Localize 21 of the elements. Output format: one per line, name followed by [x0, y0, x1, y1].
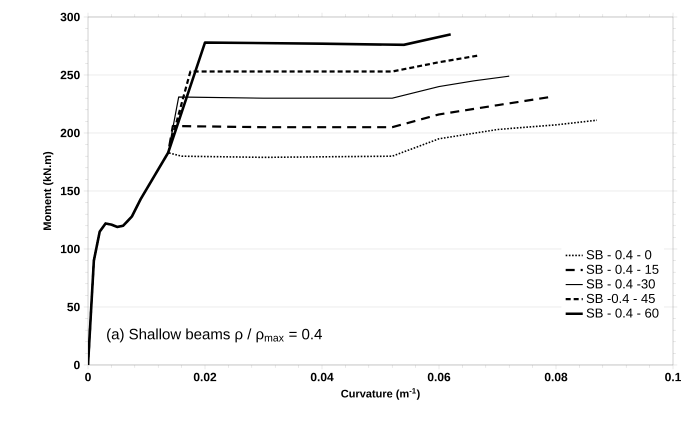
- y-tick-label: 50: [67, 302, 80, 312]
- y-tick-label: 150: [60, 186, 80, 196]
- legend-label: SB - 0.4 - 15: [586, 264, 658, 274]
- legend-label: SB -0.4 - 45: [586, 294, 655, 304]
- y-tick-label: 100: [60, 244, 80, 254]
- y-tick-label: 300: [60, 12, 80, 22]
- y-tick-label: 250: [60, 70, 80, 80]
- annotation: (a) Shallow beams ρ / ρ$_{max}$ = 0.4: [107, 328, 322, 342]
- legend-label: SB - 0.4 -30: [586, 279, 655, 288]
- x-tick-label: 0: [85, 372, 91, 382]
- x-tick-label: 0.1: [665, 372, 682, 382]
- x-tick-label: 0.04: [310, 372, 334, 382]
- legend-label: SB - 0.4 - 60: [586, 308, 659, 318]
- x-tick-label: 0.06: [428, 372, 450, 382]
- x-tick-label: 0.02: [194, 372, 216, 382]
- x-tick-label: 0.08: [544, 372, 568, 382]
- legend-label: SB - 0.4 - 0: [586, 250, 652, 260]
- y-axis-title: Moment (kN.m): [43, 152, 54, 230]
- x-axis-title: Curvature (m$^{-1}$): [341, 388, 420, 400]
- y-tick-label: 0: [74, 360, 80, 370]
- y-tick-label: 200: [60, 128, 80, 138]
